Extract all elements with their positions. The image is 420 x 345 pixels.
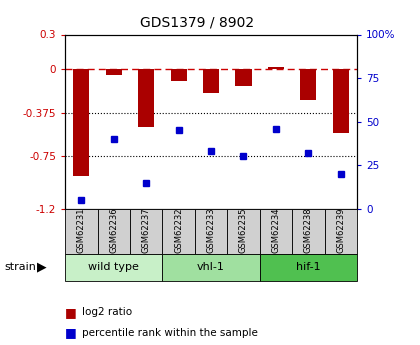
Text: ■: ■ bbox=[65, 326, 77, 339]
Text: GSM62231: GSM62231 bbox=[77, 207, 86, 253]
Bar bbox=[292, 209, 325, 254]
Bar bbox=[65, 254, 163, 281]
Bar bbox=[130, 209, 163, 254]
Bar bbox=[333, 69, 349, 133]
Bar bbox=[325, 209, 357, 254]
Text: hif-1: hif-1 bbox=[296, 263, 320, 272]
Text: GSM62236: GSM62236 bbox=[109, 207, 118, 253]
Text: strain: strain bbox=[4, 263, 36, 272]
Text: GSM62233: GSM62233 bbox=[207, 207, 215, 253]
Text: log2 ratio: log2 ratio bbox=[82, 307, 132, 317]
Bar bbox=[106, 69, 122, 75]
Text: GDS1379 / 8902: GDS1379 / 8902 bbox=[140, 16, 255, 30]
Bar bbox=[163, 209, 195, 254]
Bar bbox=[73, 69, 89, 176]
Text: GSM62232: GSM62232 bbox=[174, 207, 183, 253]
Bar bbox=[195, 209, 227, 254]
Text: GSM62239: GSM62239 bbox=[336, 207, 345, 253]
Bar bbox=[138, 69, 154, 127]
Bar bbox=[260, 254, 357, 281]
Bar bbox=[163, 254, 260, 281]
Bar bbox=[235, 69, 252, 86]
Text: GSM62235: GSM62235 bbox=[239, 207, 248, 253]
Bar bbox=[203, 69, 219, 92]
Text: GSM62234: GSM62234 bbox=[271, 207, 281, 253]
Bar bbox=[65, 209, 97, 254]
Text: percentile rank within the sample: percentile rank within the sample bbox=[82, 328, 258, 338]
Text: GSM62237: GSM62237 bbox=[142, 207, 151, 253]
Bar bbox=[260, 209, 292, 254]
Text: wild type: wild type bbox=[88, 263, 139, 272]
Text: GSM62238: GSM62238 bbox=[304, 207, 313, 253]
Bar bbox=[300, 69, 316, 100]
Bar bbox=[227, 209, 260, 254]
Bar bbox=[171, 69, 187, 81]
Text: ■: ■ bbox=[65, 306, 77, 319]
Text: vhl-1: vhl-1 bbox=[197, 263, 225, 272]
Text: ▶: ▶ bbox=[37, 261, 47, 274]
Bar bbox=[268, 67, 284, 69]
Bar bbox=[97, 209, 130, 254]
